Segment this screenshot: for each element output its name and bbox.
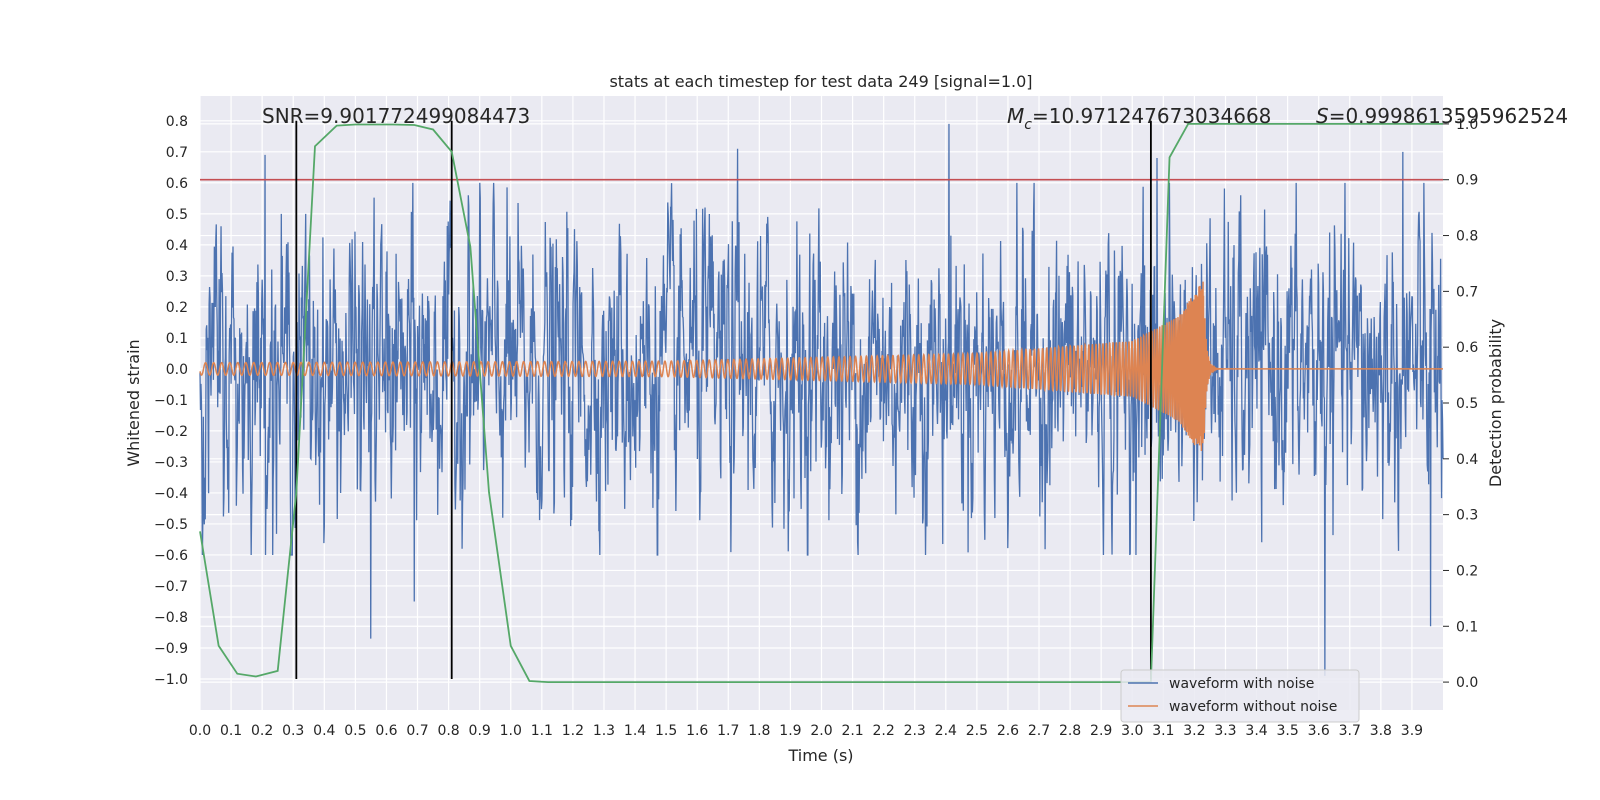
x-tick-label: 2.9 [1090, 723, 1112, 739]
y-left-tick-label: 0.1 [166, 331, 188, 347]
legend-label-clean: waveform without noise [1169, 699, 1337, 715]
chirp-mass-symbol: M [1007, 104, 1024, 128]
y-left-tick-label: 0.4 [166, 238, 188, 254]
x-tick-label: 1.4 [624, 723, 646, 739]
clean-waveform-layer [199, 281, 1443, 452]
x-tick-label: 0.9 [469, 723, 491, 739]
x-tick-label: 0.2 [251, 723, 273, 739]
x-tick-label: 2.0 [810, 723, 832, 739]
y-left-tick-label: −0.9 [154, 641, 188, 657]
chart-title: stats at each timestep for test data 249… [609, 72, 1032, 91]
y-left-tick-label: 0.2 [166, 300, 188, 316]
y-left-tick-label: −0.8 [154, 610, 188, 626]
x-tick-label: 2.5 [966, 723, 988, 739]
y-left-tick-label: 0.8 [166, 114, 188, 130]
chirp-mass-value: =10.971247673034668 [1032, 104, 1271, 128]
y-right-tick-label: 0.6 [1456, 340, 1478, 356]
y-left-tick-label: −0.3 [154, 455, 188, 471]
y-right-tick-label: 0.3 [1456, 508, 1478, 524]
x-tick-label: 2.3 [904, 723, 926, 739]
detection-probability-line [199, 123, 1443, 683]
x-tick-label: 1.8 [748, 723, 770, 739]
x-tick-label: 0.8 [437, 723, 459, 739]
y-right-tick-label: 0.9 [1456, 173, 1478, 189]
legend: waveform with noise waveform without noi… [1120, 669, 1360, 723]
x-axis-label: Time (s) [787, 746, 853, 765]
x-tick-label: 3.4 [1245, 723, 1267, 739]
y-left-tick-label: −1.0 [154, 672, 188, 688]
x-tick-label: 0.7 [406, 723, 428, 739]
chirp-mass-annotation: Mc=10.971247673034668 [1007, 104, 1271, 133]
x-tick-label: 3.8 [1370, 723, 1392, 739]
score-symbol: S [1316, 104, 1329, 128]
score-value: =0.9998613595962524 [1329, 104, 1568, 128]
x-tick-label: 0.0 [189, 723, 211, 739]
chirp-mass-subscript: c [1024, 117, 1032, 133]
x-tick-label: 0.4 [313, 723, 335, 739]
x-tick-label: 1.1 [531, 723, 553, 739]
x-tick-label: 1.6 [686, 723, 708, 739]
x-tick-label: 0.1 [220, 723, 242, 739]
y-left-tick-label: −0.1 [154, 393, 188, 409]
noisy-waveform-line [199, 123, 1444, 676]
x-tick-label: 3.7 [1339, 723, 1361, 739]
x-tick-label: 3.3 [1214, 723, 1236, 739]
y-left-tick-label: 0.6 [166, 176, 188, 192]
y-right-tick-label: 0.8 [1456, 229, 1478, 245]
y-left-tick-label: −0.5 [154, 517, 188, 533]
x-tick-label: 3.1 [1152, 723, 1174, 739]
y-left-tick-label: −0.6 [154, 548, 188, 564]
grid [199, 96, 1443, 710]
clean-waveform-line [199, 281, 1443, 452]
y-left-tick-label: 0.3 [166, 269, 188, 285]
y-left-tick-label: −0.2 [154, 424, 188, 440]
y-right-tick-label: 0.7 [1456, 284, 1478, 300]
y-right-tick-label: 0.2 [1456, 563, 1478, 579]
x-tick-label: 3.5 [1276, 723, 1298, 739]
y-left-tick-label: −0.4 [154, 486, 188, 502]
x-tick-label: 0.6 [375, 723, 397, 739]
noisy-waveform-layer [199, 123, 1444, 676]
y-right-tick-label: 0.5 [1456, 396, 1478, 412]
y-axis-label-right: Detection probability [1486, 319, 1505, 487]
x-tick-label: 2.7 [1028, 723, 1050, 739]
x-tick-label: 0.5 [344, 723, 366, 739]
x-tick-label: 1.9 [779, 723, 801, 739]
legend-label-noisy: waveform with noise [1169, 676, 1314, 692]
snr-annotation: SNR=9.901772499084473 [262, 104, 530, 128]
y-left-tick-label: 0.0 [166, 362, 188, 378]
x-tick-label: 1.3 [593, 723, 615, 739]
score-annotation: S=0.9998613595962524 [1316, 104, 1568, 128]
x-tick-label: 3.9 [1401, 723, 1423, 739]
x-tick-label: 1.0 [500, 723, 522, 739]
y-right-tick-label: 0.4 [1456, 452, 1478, 468]
x-tick-label: 1.2 [562, 723, 584, 739]
legend-box [1120, 669, 1360, 723]
marks-layer [199, 120, 1443, 683]
x-tick-label: 2.6 [997, 723, 1019, 739]
x-tick-label: 1.5 [655, 723, 677, 739]
x-tick-label: 2.1 [841, 723, 863, 739]
x-tick-label: 2.8 [1059, 723, 1081, 739]
x-tick-label: 1.7 [717, 723, 739, 739]
axes: 0.0 0.1 0.2 0.3 0.4 0.5 0.6 0.7 0.8 0.9 1.0 1.1 1.2 1… [154, 114, 1478, 739]
y-right-tick-label: 0.1 [1456, 619, 1478, 635]
x-tick-label: 3.6 [1308, 723, 1330, 739]
x-tick-label: 2.2 [873, 723, 895, 739]
y-axis-label-left: Whitened strain [124, 339, 143, 466]
x-tick-label: 2.4 [935, 723, 957, 739]
x-tick-label: 0.3 [282, 723, 304, 739]
y-right-tick-label: 0.0 [1456, 675, 1478, 691]
y-left-tick-label: −0.7 [154, 579, 188, 595]
y-left-tick-label: 0.7 [166, 145, 188, 161]
y-left-tick-label: 0.5 [166, 207, 188, 223]
y-right-tick-label: 1.0 [1456, 117, 1478, 133]
x-tick-label: 3.2 [1183, 723, 1205, 739]
x-tick-label: 3.0 [1121, 723, 1143, 739]
